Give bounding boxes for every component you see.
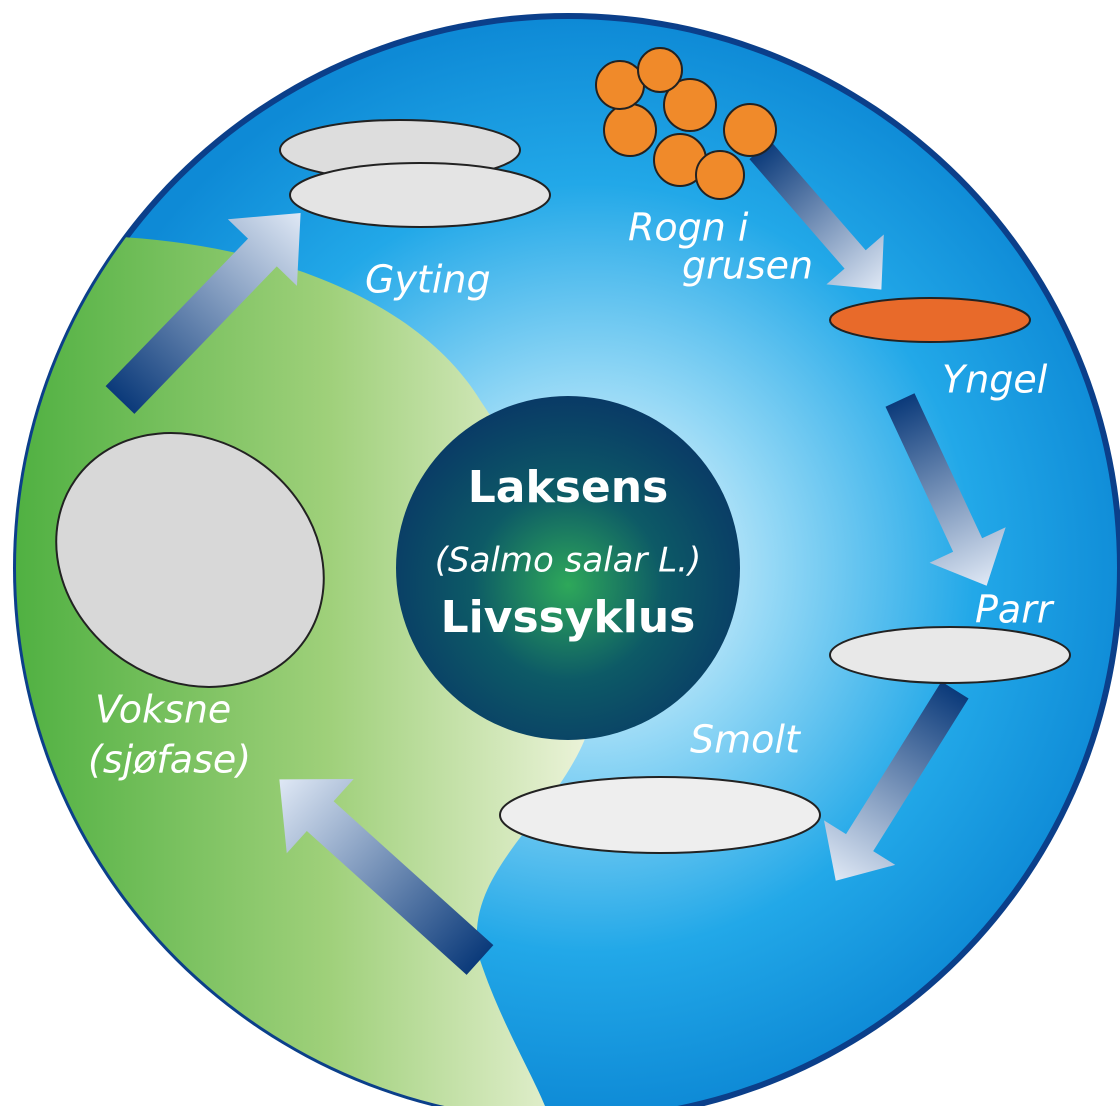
center-subtitle: (Salmo salar L.): [435, 541, 702, 581]
stage-label: Yngel: [942, 358, 1048, 402]
stage-label: Smolt: [690, 718, 802, 762]
center-title: Laksens: [468, 462, 669, 513]
stage-label: (sjøfase): [88, 738, 251, 782]
fry: [830, 298, 1030, 342]
diagram: Laksens (Salmo salar L.) Livssyklus Gyti…: [0, 0, 1120, 1106]
fish-smolt: [500, 777, 820, 853]
fish-parr: [830, 627, 1070, 683]
stage-label: Parr: [975, 588, 1055, 632]
stage-label: grusen: [682, 244, 813, 288]
stage-label: Gyting: [365, 258, 491, 302]
fish-gyting: [290, 163, 550, 227]
stage-label: Voksne: [95, 688, 231, 732]
center-title: Livssyklus: [441, 592, 696, 643]
page: Laksens (Salmo salar L.) Livssyklus Gyti…: [0, 0, 1120, 1106]
